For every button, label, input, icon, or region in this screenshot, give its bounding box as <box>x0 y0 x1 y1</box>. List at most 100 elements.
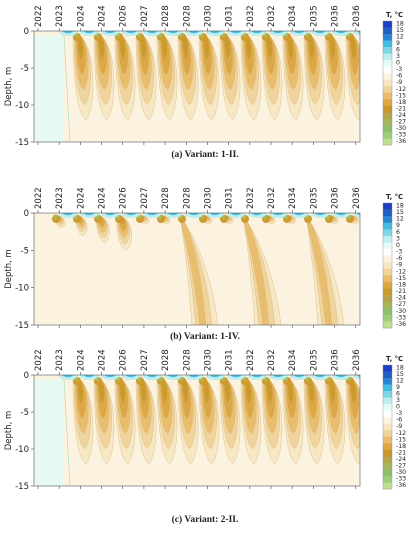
x-tick-label: 2036 <box>331 187 341 209</box>
colorbar-swatch <box>383 482 392 490</box>
summer-thaw-core <box>273 375 283 378</box>
colorbar-tick-label: -24 <box>396 456 406 463</box>
summer-thaw-core <box>357 213 360 216</box>
summer-thaw-core <box>11 29 21 33</box>
x-tick-label: 2036 <box>352 349 362 371</box>
summer-thaw-core <box>189 31 199 34</box>
summer-thaw-core <box>252 31 262 34</box>
colorbar-swatch <box>383 469 392 477</box>
colorbar-tick-label: 9 <box>396 40 400 47</box>
colorbar-tick-label: 12 <box>396 34 404 41</box>
summer-thaw-lens <box>143 375 161 380</box>
colorbar-swatch <box>383 34 392 41</box>
colorbar-swatch <box>383 21 392 28</box>
plot-frame <box>33 30 361 143</box>
caption-a: (a) Variant: 1-II. <box>171 150 239 160</box>
summer-thaw-core <box>336 213 346 216</box>
summer-thaw-lens <box>290 375 308 380</box>
colorbar-tick-label: 12 <box>396 378 404 385</box>
summer-thaw-lens <box>164 375 182 380</box>
colorbar-swatch <box>383 79 392 87</box>
summer-thaw-lens <box>185 31 203 36</box>
colorbar-swatch <box>383 443 392 451</box>
y-tick-label: -15 <box>15 138 29 148</box>
summer-thaw-lens <box>7 210 25 218</box>
thawed-zone <box>34 36 64 142</box>
summer-thaw-core <box>147 213 157 216</box>
colorbar-tick-label: 15 <box>396 371 404 378</box>
colorbar-tick-label: -30 <box>396 308 406 315</box>
colorbar-swatch <box>383 209 392 217</box>
x-tick-label: 2036 <box>331 349 341 371</box>
summer-thaw-lens <box>311 213 329 218</box>
colorbar-swatch <box>383 430 392 438</box>
x-tick-label: 2036 <box>352 187 362 209</box>
summer-thaw-lens <box>269 31 287 36</box>
plot-area <box>7 372 360 486</box>
summer-thaw-lens <box>311 31 329 36</box>
colorbar-tick-label: 3 <box>396 235 400 242</box>
colorbar-swatch <box>383 242 392 250</box>
colorbar-swatch <box>383 384 392 392</box>
colorbar-tick-label: -9 <box>396 423 402 430</box>
x-tick-label: 2026 <box>119 349 129 371</box>
colorbar-tick-label: -24 <box>396 295 406 302</box>
colorbar-tick-label: -12 <box>396 268 406 275</box>
colorbar-tick-label: -15 <box>396 92 406 99</box>
colorbar-tick-label: -9 <box>396 262 402 269</box>
colorbar-tick-label: -6 <box>396 255 402 262</box>
x-tick-label: 2031 <box>225 349 235 371</box>
colorbar-swatch <box>383 262 392 270</box>
summer-thaw-core <box>105 375 115 378</box>
colorbar-tick-label: -3 <box>396 249 402 256</box>
colorbar-swatch <box>383 66 392 74</box>
colorbar-swatch <box>383 118 392 126</box>
summer-thaw-lens <box>80 375 98 380</box>
colorbar-tick-label: 3 <box>396 397 400 404</box>
colorbar-tick-label: 18 <box>396 365 404 372</box>
colorbar-swatch <box>383 462 392 470</box>
x-tick-label: 2024 <box>76 187 86 209</box>
summer-thaw-lens <box>227 31 245 36</box>
colorbar-swatch <box>383 268 392 276</box>
summer-thaw-core <box>63 31 73 34</box>
colorbar-tick-label: 6 <box>396 229 400 236</box>
x-tick-label: 2027 <box>140 349 150 371</box>
colorbar-swatch <box>383 436 392 444</box>
colorbar-tick-label: 3 <box>396 53 400 60</box>
colorbar-tick-label: 9 <box>396 222 400 229</box>
colorbar-swatch <box>383 456 392 464</box>
colorbar-swatch <box>383 371 392 379</box>
summer-thaw-lens <box>248 213 266 218</box>
colorbar-swatch <box>383 449 392 457</box>
summer-thaw-lens <box>332 375 350 380</box>
colorbar-tick-label: -21 <box>396 105 406 112</box>
colorbar: 1815129630-3-6-9-12-15-18-21-24-27-30-33… <box>382 193 406 329</box>
colorbar-tick-label: -33 <box>396 314 406 321</box>
summer-thaw-core <box>126 375 136 378</box>
freezing-front-contour <box>242 215 269 325</box>
summer-thaw-lens <box>122 375 140 380</box>
y-tick-label: -5 <box>21 246 29 256</box>
colorbar-tick-label: -27 <box>396 118 406 125</box>
summer-thaw-lens <box>332 31 350 36</box>
colorbar-tick-label: -24 <box>396 112 406 119</box>
caption-c: (c) Variant: 2-II. <box>171 515 239 525</box>
summer-thaw-lens <box>206 31 224 36</box>
x-tick-label: 2026 <box>119 187 129 209</box>
x-tick-label: 2032 <box>267 187 277 209</box>
summer-thaw-core <box>357 31 360 34</box>
colorbar-swatch <box>383 92 392 100</box>
y-tick-label: -5 <box>21 408 29 418</box>
colorbar-tick-label: -36 <box>396 482 406 489</box>
colorbar-swatch <box>383 40 392 48</box>
summer-thaw-core <box>315 31 325 34</box>
summer-thaw-lens <box>7 372 25 380</box>
x-tick-label: 2036 <box>352 5 362 27</box>
colorbar-swatch <box>383 301 392 309</box>
summer-thaw-lens <box>206 375 224 380</box>
colorbar-title: T, °C <box>386 193 403 201</box>
colorbar-swatch <box>383 229 392 237</box>
colorbar-tick-label: -36 <box>396 321 406 328</box>
